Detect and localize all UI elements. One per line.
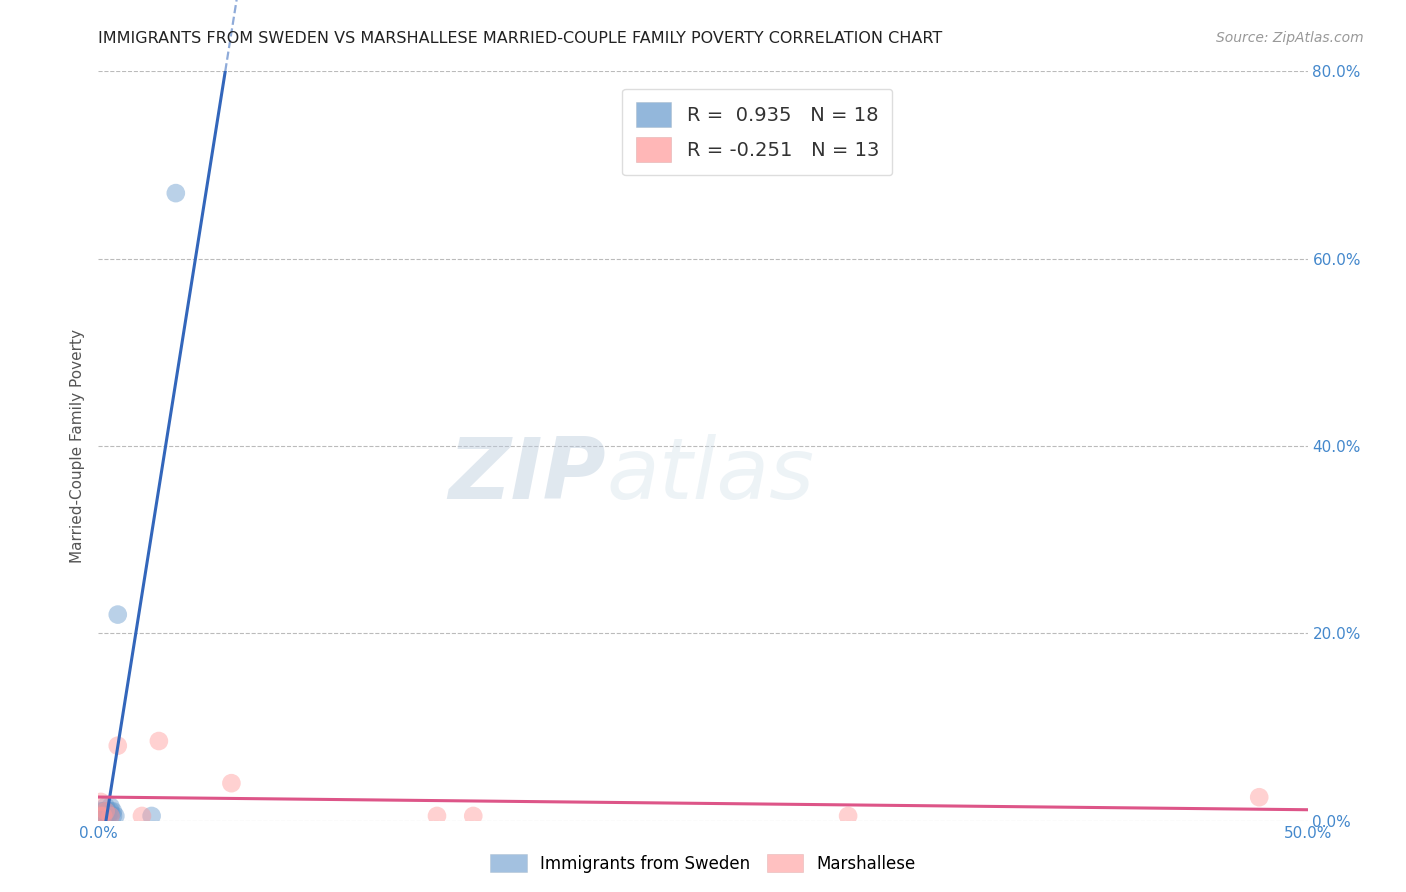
Point — [94, 805, 117, 819]
Point — [148, 734, 170, 748]
Point — [1249, 790, 1271, 805]
Text: atlas: atlas — [606, 434, 814, 517]
Point — [97, 809, 120, 823]
Point — [94, 799, 117, 814]
Point — [101, 805, 124, 819]
Point — [100, 805, 122, 819]
Point — [107, 739, 129, 753]
Point — [165, 186, 187, 201]
Point — [837, 809, 859, 823]
Text: ZIP: ZIP — [449, 434, 606, 517]
Point — [141, 809, 163, 823]
Point — [426, 809, 449, 823]
Point — [100, 809, 122, 823]
Point — [90, 805, 112, 819]
Legend: Immigrants from Sweden, Marshallese: Immigrants from Sweden, Marshallese — [484, 847, 922, 880]
Point — [90, 795, 112, 809]
Point — [104, 809, 127, 823]
Point — [221, 776, 243, 790]
Point — [94, 809, 117, 823]
Point — [107, 607, 129, 622]
Point — [91, 809, 114, 823]
Point — [100, 799, 122, 814]
Point — [100, 809, 122, 823]
Point — [91, 809, 114, 823]
Text: IMMIGRANTS FROM SWEDEN VS MARSHALLESE MARRIED-COUPLE FAMILY POVERTY CORRELATION : IMMIGRANTS FROM SWEDEN VS MARSHALLESE MA… — [98, 31, 942, 46]
Point — [131, 809, 153, 823]
Point — [90, 809, 112, 823]
Point — [91, 805, 114, 819]
Point — [94, 805, 117, 819]
Point — [101, 809, 124, 823]
Point — [97, 805, 120, 819]
Text: Source: ZipAtlas.com: Source: ZipAtlas.com — [1216, 31, 1364, 45]
Legend: R =  0.935   N = 18, R = -0.251   N = 13: R = 0.935 N = 18, R = -0.251 N = 13 — [623, 88, 893, 176]
Y-axis label: Married-Couple Family Poverty: Married-Couple Family Poverty — [70, 329, 86, 563]
Point — [463, 809, 485, 823]
Point — [90, 809, 112, 823]
